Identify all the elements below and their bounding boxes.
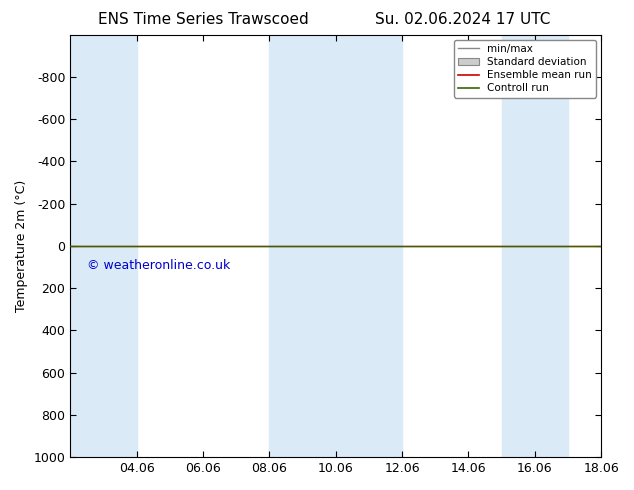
Bar bbox=[501, 35, 568, 457]
Y-axis label: Temperature 2m (°C): Temperature 2m (°C) bbox=[15, 180, 28, 312]
Text: Su. 02.06.2024 17 UTC: Su. 02.06.2024 17 UTC bbox=[375, 12, 550, 27]
Text: ENS Time Series Trawscoed: ENS Time Series Trawscoed bbox=[98, 12, 308, 27]
Bar bbox=[269, 35, 402, 457]
Bar bbox=[70, 35, 137, 457]
Legend: min/max, Standard deviation, Ensemble mean run, Controll run: min/max, Standard deviation, Ensemble me… bbox=[454, 40, 596, 98]
Text: © weatheronline.co.uk: © weatheronline.co.uk bbox=[87, 259, 230, 271]
